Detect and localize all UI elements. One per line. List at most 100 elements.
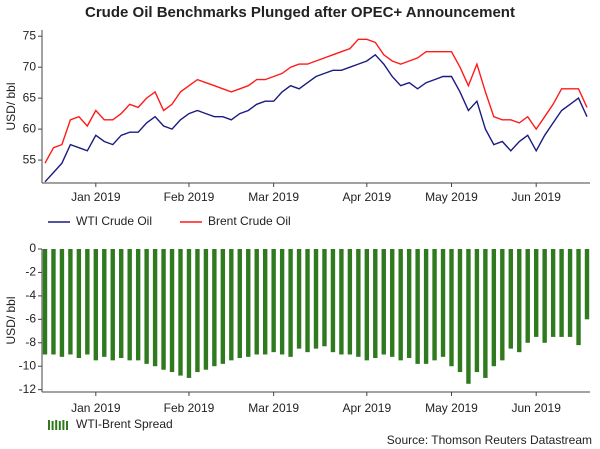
y-tick-label: 55: [23, 152, 37, 166]
x-tick-label: Jun 2019: [511, 190, 561, 204]
legend-swatch: [55, 420, 58, 430]
bar: [322, 249, 327, 347]
bar: [364, 249, 370, 361]
y-tick-label: -10: [19, 358, 37, 372]
x-tick-label: Feb 2019: [164, 401, 215, 415]
x-tick-label: Jun 2019: [511, 401, 561, 415]
bar: [500, 249, 505, 361]
bar: [68, 249, 73, 355]
source: Source: Thomson Reuters Datastream: [387, 433, 592, 447]
legend-swatch: [58, 421, 61, 430]
x-tick-label: Apr 2019: [342, 190, 391, 204]
y-tick-label: 60: [23, 121, 37, 135]
x-tick-label: May 2019: [425, 401, 478, 415]
bar: [110, 249, 115, 361]
bar: [542, 249, 547, 343]
bar: [102, 249, 107, 357]
bar: [169, 249, 175, 373]
bar: [406, 249, 412, 359]
x-tick-label: Feb 2019: [164, 190, 215, 204]
bar: [330, 249, 336, 353]
bar: [313, 249, 319, 349]
bar: [390, 249, 395, 357]
x-tick-label: Jan 2019: [71, 190, 121, 204]
bar: [381, 249, 386, 355]
bar: [262, 249, 268, 355]
y-tick-label: 65: [23, 90, 37, 104]
bar: [347, 249, 353, 355]
bar: [254, 249, 259, 355]
bar: [449, 249, 454, 367]
bar: [288, 249, 293, 357]
bar: [305, 249, 310, 353]
bar: [152, 249, 158, 367]
chart-title: Crude Oil Benchmarks Plunged after OPEC+…: [85, 4, 515, 21]
y-tick-label: 70: [23, 59, 37, 73]
bar: [567, 249, 573, 337]
y-tick-label: -2: [25, 265, 36, 279]
bar: [144, 249, 149, 364]
bar: [559, 249, 564, 337]
line: [44, 53, 588, 183]
legend-label: WTI-Brent Spread: [76, 417, 173, 431]
x-tick-label: Jan 2019: [71, 401, 121, 415]
bar: [356, 249, 361, 357]
bar: [127, 249, 132, 361]
bar: [339, 249, 344, 355]
bar: [93, 249, 99, 361]
x-tick-label: Mar 2019: [248, 190, 299, 204]
bar: [279, 249, 285, 355]
y-axis-label: USD/ bbl: [4, 82, 18, 130]
x-tick-label: Apr 2019: [342, 401, 391, 415]
legend-swatch: [66, 421, 68, 430]
bar: [237, 249, 242, 359]
bar: [466, 249, 471, 384]
bar: [119, 249, 124, 359]
bar: [178, 249, 183, 376]
x-tick-label: May 2019: [425, 190, 478, 204]
bar: [246, 249, 251, 357]
y-tick-label: -8: [25, 335, 36, 349]
legend-label: Brent Crude Oil: [208, 214, 291, 228]
bar: [212, 249, 217, 367]
bar: [76, 249, 82, 359]
bar: [474, 249, 480, 373]
bar: [508, 249, 513, 349]
x-tick-label: Mar 2019: [248, 401, 299, 415]
bar: [432, 249, 437, 361]
bar: [59, 249, 65, 357]
bar: [229, 249, 234, 361]
legend-swatch: [51, 421, 54, 430]
y-tick-label: -12: [19, 382, 37, 396]
y-tick-label: -6: [25, 311, 36, 325]
bar: [423, 249, 429, 364]
bar: [203, 249, 209, 370]
y-tick-label: 0: [29, 241, 36, 255]
bar: [576, 249, 581, 346]
bar: [440, 249, 446, 357]
y-tick-label: 75: [23, 28, 37, 42]
bar: [195, 249, 200, 373]
bar: [415, 249, 420, 364]
bar: [517, 249, 522, 353]
bar: [550, 249, 556, 337]
bar: [373, 249, 378, 359]
bar: [161, 249, 166, 370]
bar: [220, 249, 226, 364]
legend-swatch: [48, 420, 50, 430]
bar: [584, 249, 590, 320]
bar: [186, 249, 192, 378]
bar: [271, 249, 276, 353]
bar: [135, 249, 141, 361]
legend-swatch: [62, 420, 65, 430]
bar: [457, 249, 463, 373]
bar: [42, 249, 48, 355]
y-axis-label: USD/ bbl: [4, 296, 18, 344]
bar: [51, 249, 56, 355]
bar: [85, 249, 90, 355]
y-tick-label: -4: [25, 288, 36, 302]
bar: [533, 249, 539, 337]
legend-label: WTI Crude Oil: [76, 214, 152, 228]
